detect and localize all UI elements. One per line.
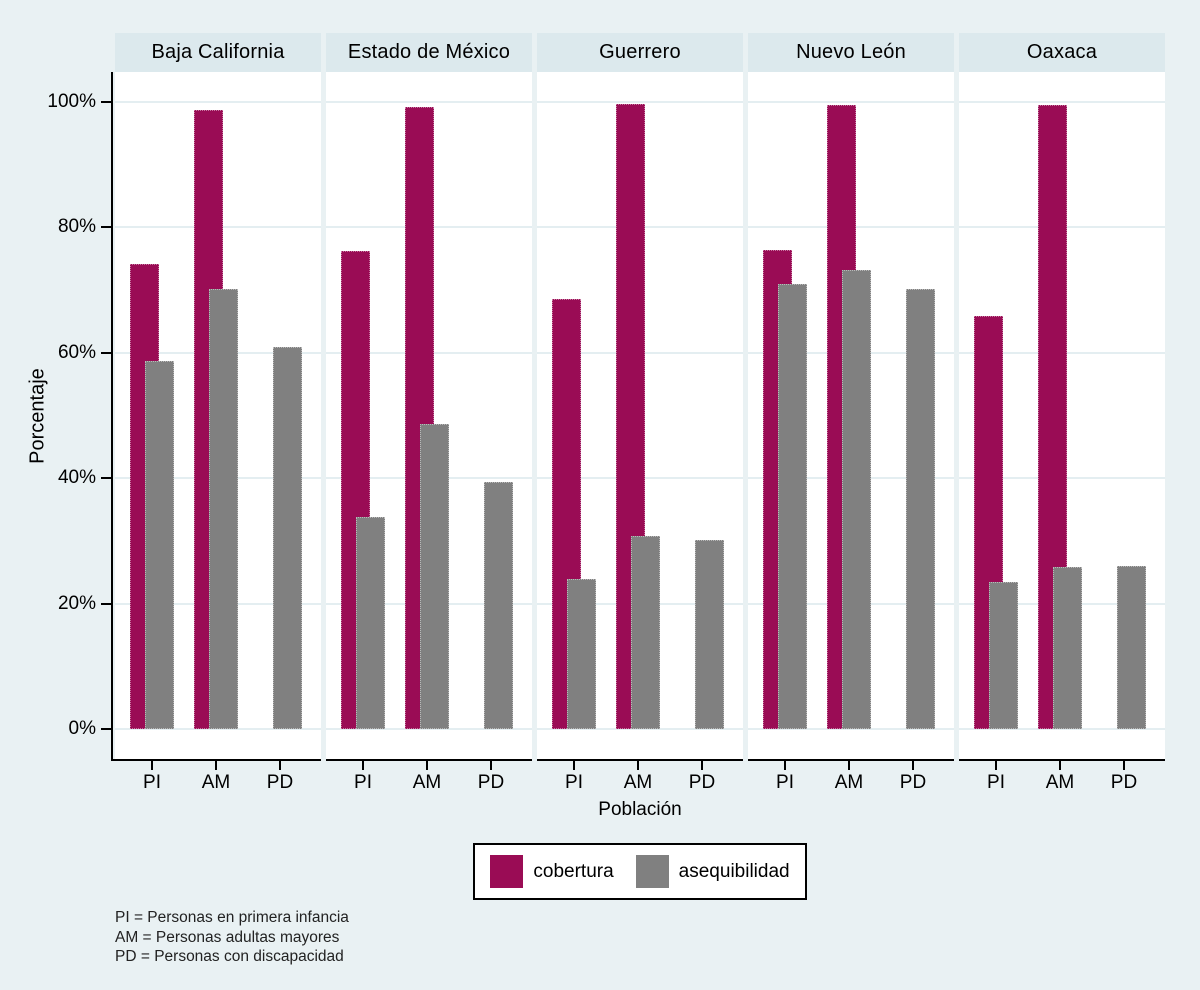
x-tick bbox=[912, 761, 914, 770]
y-tick-label: 20% bbox=[57, 592, 96, 614]
y-tick bbox=[101, 602, 111, 605]
y-tick-label: 0% bbox=[68, 718, 96, 740]
y-tick bbox=[101, 226, 111, 229]
y-tick bbox=[101, 477, 111, 480]
gridline bbox=[115, 100, 321, 103]
panel-header: Estado de México bbox=[326, 33, 532, 72]
x-tick-label: PD bbox=[899, 772, 927, 793]
bar-asequibilidad bbox=[484, 481, 513, 730]
panel-plot bbox=[748, 72, 954, 759]
x-tick-label: PI bbox=[987, 772, 1005, 793]
bar-asequibilidad bbox=[989, 581, 1018, 730]
legend-label-cobertura: cobertura bbox=[533, 860, 614, 882]
panel-header: Baja California bbox=[115, 33, 321, 72]
gridline bbox=[748, 100, 954, 103]
x-tick-label: PD bbox=[1110, 772, 1138, 793]
footnote-pi: PI = Personas en primera infancia bbox=[115, 909, 349, 926]
bar-asequibilidad bbox=[273, 347, 302, 730]
x-tick-label: PD bbox=[688, 772, 716, 793]
x-axis-line bbox=[748, 759, 954, 761]
bar-asequibilidad bbox=[906, 288, 935, 730]
panel-header: Nuevo León bbox=[748, 33, 954, 72]
x-tick bbox=[637, 761, 639, 770]
bar-asequibilidad bbox=[631, 535, 660, 730]
x-tick-label: AM bbox=[834, 772, 864, 793]
y-tick bbox=[101, 351, 111, 354]
bar-asequibilidad bbox=[842, 270, 871, 730]
x-axis-title: Población bbox=[598, 799, 682, 820]
panel-plot bbox=[115, 72, 321, 759]
x-tick bbox=[784, 761, 786, 770]
x-tick-label: PD bbox=[477, 772, 505, 793]
footnote-pd: PD = Personas con discapacidad bbox=[115, 948, 344, 965]
x-tick-label: AM bbox=[1045, 772, 1075, 793]
x-tick bbox=[573, 761, 575, 770]
x-tick-label: PI bbox=[143, 772, 161, 793]
y-axis-title: Porcentaje bbox=[26, 368, 49, 464]
x-tick-label: AM bbox=[412, 772, 442, 793]
legend-swatch-asequibilidad bbox=[635, 855, 669, 888]
panel-plot bbox=[537, 72, 743, 759]
x-axis-line bbox=[111, 759, 321, 761]
panel-header: Guerrero bbox=[537, 33, 743, 72]
legend: cobertura asequibilidad bbox=[473, 843, 807, 900]
gridline bbox=[115, 728, 321, 731]
gridline bbox=[959, 728, 1165, 731]
bar-asequibilidad bbox=[1117, 566, 1146, 730]
x-tick-label: AM bbox=[201, 772, 231, 793]
x-tick bbox=[490, 761, 492, 770]
bar-asequibilidad bbox=[420, 424, 449, 730]
bar-asequibilidad bbox=[567, 579, 596, 730]
panel-header: Oaxaca bbox=[959, 33, 1165, 72]
panel-plot bbox=[326, 72, 532, 759]
y-axis-line bbox=[111, 72, 113, 761]
gridline bbox=[326, 728, 532, 731]
bar-asequibilidad bbox=[1053, 567, 1082, 730]
y-tick bbox=[101, 100, 111, 103]
x-tick-label: PI bbox=[354, 772, 372, 793]
footnote-am: AM = Personas adultas mayores bbox=[115, 928, 340, 946]
x-tick-label: PI bbox=[565, 772, 583, 793]
y-tick bbox=[101, 728, 111, 731]
footnotes: PI = Personas en primera infancia AM = P… bbox=[115, 908, 349, 967]
x-tick bbox=[151, 761, 153, 770]
x-tick-label: AM bbox=[623, 772, 653, 793]
bar-asequibilidad bbox=[209, 288, 238, 730]
gridline bbox=[537, 728, 743, 731]
x-tick bbox=[362, 761, 364, 770]
gridline bbox=[537, 100, 743, 103]
bar-asequibilidad bbox=[145, 360, 174, 730]
x-tick-label: PI bbox=[776, 772, 794, 793]
legend-label-asequibilidad: asequibilidad bbox=[678, 860, 790, 882]
bar-asequibilidad bbox=[778, 284, 807, 730]
x-tick bbox=[848, 761, 850, 770]
x-tick bbox=[215, 761, 217, 770]
x-axis-line bbox=[537, 759, 743, 761]
x-axis-line bbox=[959, 759, 1165, 761]
bar-asequibilidad bbox=[356, 517, 385, 730]
x-tick bbox=[426, 761, 428, 770]
legend-swatch-cobertura bbox=[490, 855, 524, 888]
y-tick-label: 40% bbox=[57, 467, 96, 489]
x-tick bbox=[279, 761, 281, 770]
x-tick bbox=[701, 761, 703, 770]
y-tick-label: 100% bbox=[47, 90, 96, 112]
bar-asequibilidad bbox=[695, 540, 724, 730]
x-tick bbox=[1059, 761, 1061, 770]
panel-plot bbox=[959, 72, 1165, 759]
x-axis-line bbox=[326, 759, 532, 761]
gridline bbox=[959, 100, 1165, 103]
gridline bbox=[326, 100, 532, 103]
gridline bbox=[748, 728, 954, 731]
x-tick bbox=[1123, 761, 1125, 770]
y-tick-label: 60% bbox=[57, 341, 96, 363]
y-tick-label: 80% bbox=[57, 216, 96, 238]
x-tick-label: PD bbox=[266, 772, 294, 793]
x-tick bbox=[995, 761, 997, 770]
